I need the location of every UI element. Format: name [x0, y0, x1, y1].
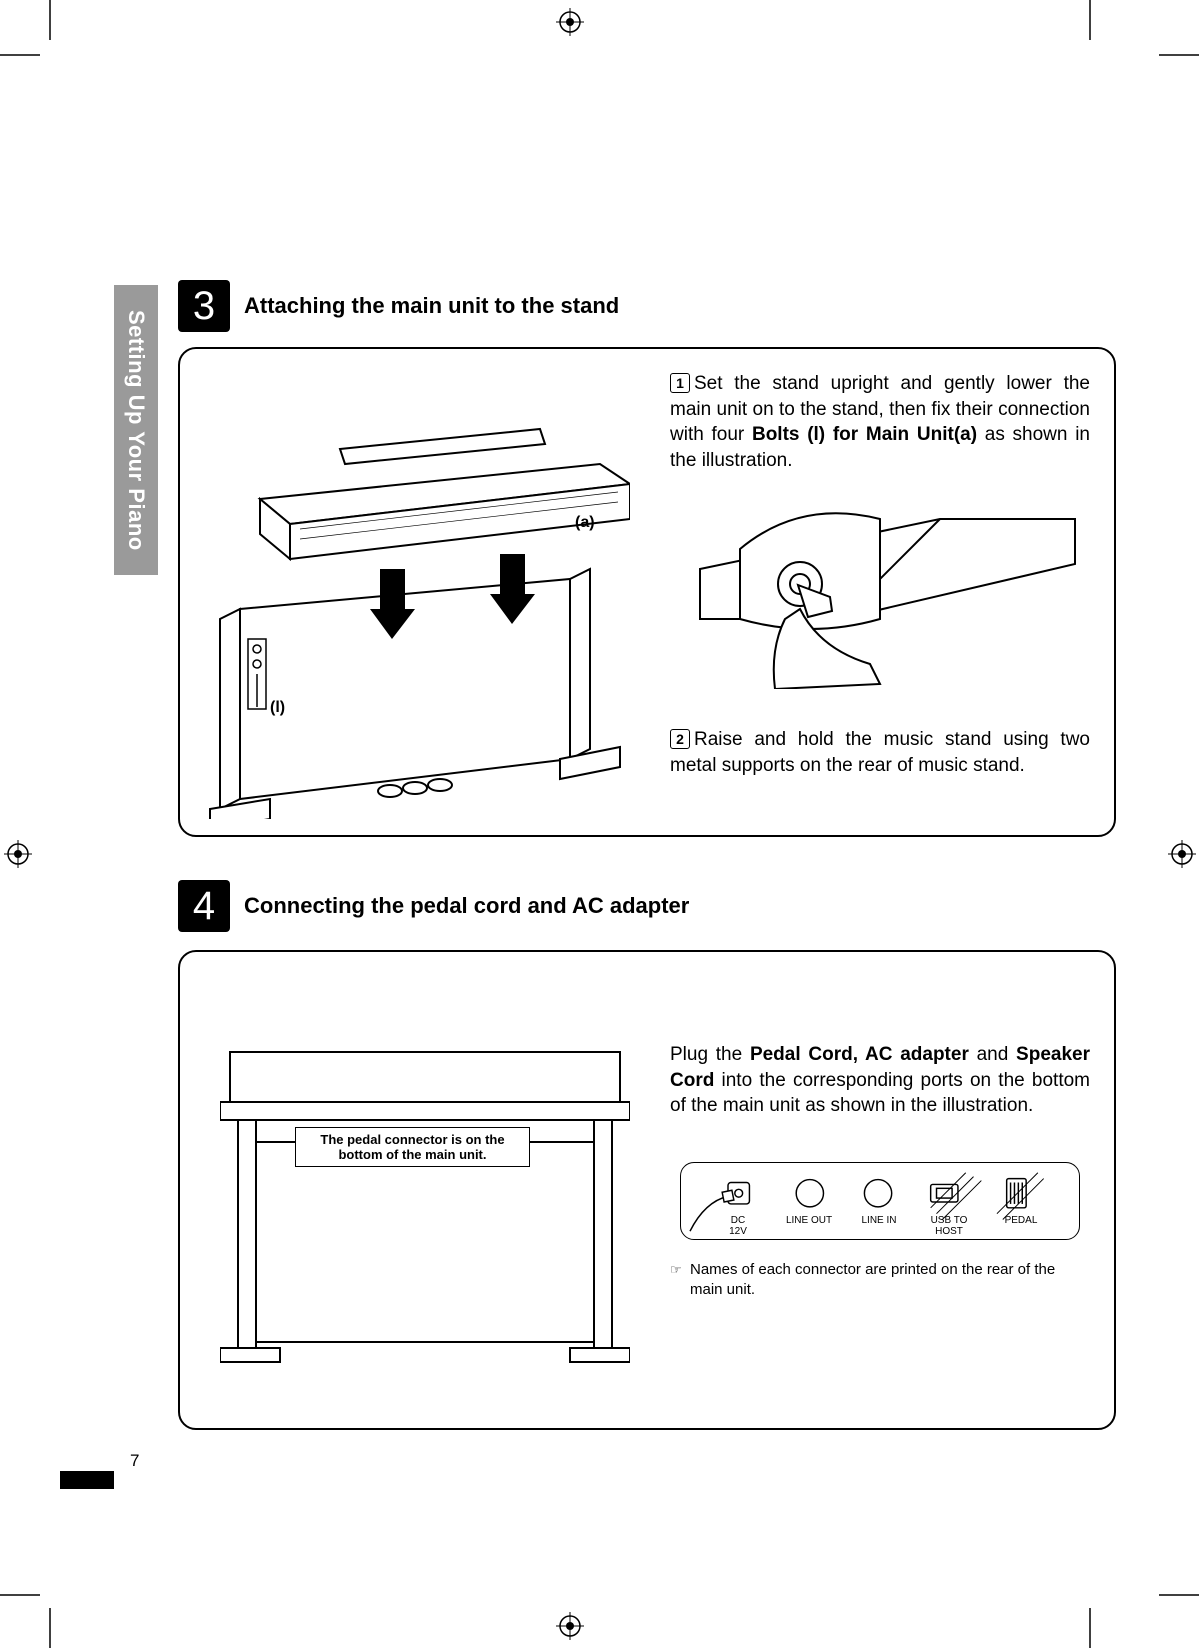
piano-stand-illustration [200, 389, 630, 819]
step-number-badge: 3 [178, 280, 230, 332]
label-l: (l) [270, 699, 285, 717]
step4-footnote: Names of each connector are printed on t… [690, 1260, 1090, 1301]
port-label-usb: USB TO HOST [919, 1215, 979, 1237]
step4-panel: The pedal connector is on the bottom of … [178, 950, 1116, 1430]
assembled-piano-illustration [220, 1042, 630, 1372]
section-tab-label: Setting Up Your Piano [123, 310, 149, 551]
registration-mark-icon [4, 840, 32, 868]
page-footer-bar [60, 1471, 114, 1489]
port-label-dc: DC 12V [721, 1215, 755, 1237]
page-number: 7 [130, 1451, 139, 1471]
numbered-step-icon: 2 [670, 729, 690, 749]
page-content: Setting Up Your Piano 3 Attaching the ma… [50, 55, 1150, 1585]
step4-title: Connecting the pedal cord and AC adapter [244, 893, 689, 919]
label-a: (a) [575, 514, 595, 532]
registration-mark-icon [1168, 840, 1196, 868]
step4-body-text: Plug the Pedal Cord, AC adapter and Spea… [670, 1042, 1090, 1119]
pointing-hand-icon: ☞ [670, 1262, 682, 1278]
step3-panel: (a) (l) 1Set the stand upright and gentl… [178, 347, 1116, 837]
port-label-lineout: LINE OUT [785, 1215, 833, 1226]
step3-header: 3 Attaching the main unit to the stand [178, 280, 619, 332]
port-label-linein: LINE IN [857, 1215, 901, 1226]
bolt-insertion-illustration [680, 489, 1080, 689]
step-number-badge: 4 [178, 880, 230, 932]
step4-header: 4 Connecting the pedal cord and AC adapt… [178, 880, 689, 932]
step3-title: Attaching the main unit to the stand [244, 293, 619, 319]
pedal-connector-note: The pedal connector is on the bottom of … [295, 1127, 530, 1167]
port-label-pedal: PEDAL [1001, 1215, 1041, 1226]
connector-panel-illustration: DC 12V LINE OUT LINE IN USB TO HOST PEDA… [680, 1162, 1080, 1240]
registration-mark-icon [556, 8, 584, 36]
numbered-step-icon: 1 [670, 373, 690, 393]
step3-instruction-1: 1Set the stand upright and gently lower … [670, 371, 1090, 474]
section-tab: Setting Up Your Piano [114, 285, 158, 575]
step3-instruction-2: 2Raise and hold the music stand using tw… [670, 727, 1090, 778]
registration-mark-icon [556, 1612, 584, 1640]
